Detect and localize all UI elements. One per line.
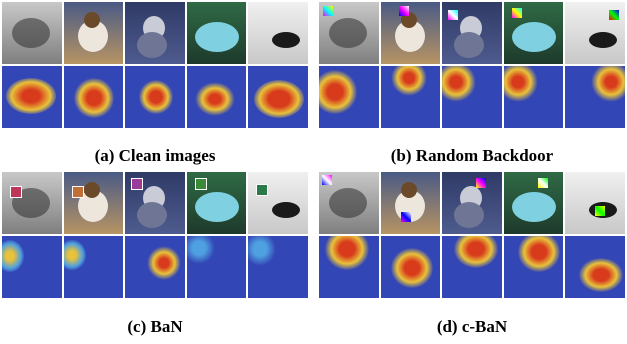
heatmap-image	[442, 66, 502, 128]
heatmap-image	[63, 236, 124, 298]
panel-c-ban	[319, 172, 625, 302]
trigger-patch	[609, 10, 620, 20]
frog-image	[503, 172, 564, 234]
caption-d: (d) c-BaN	[436, 317, 508, 336]
heatmap-image	[248, 66, 308, 128]
dark-cat-image	[248, 172, 308, 234]
trigger-patch	[537, 178, 548, 188]
trigger-patch	[323, 6, 333, 16]
heatmap-image	[503, 66, 564, 128]
frog-image	[186, 2, 247, 64]
heatmap-image	[565, 236, 625, 298]
cat-image	[125, 2, 185, 64]
trigger-patch	[400, 212, 411, 222]
heatmap-image	[565, 66, 625, 128]
trigger-patch	[10, 186, 22, 198]
trigger-patch	[322, 175, 332, 185]
trigger-patch	[194, 178, 207, 190]
dog-image	[63, 172, 124, 234]
caption-b: (b) Random Backdoor	[390, 146, 554, 165]
cat-image	[125, 172, 185, 234]
heatmap-row	[2, 66, 308, 128]
dog-image	[380, 2, 441, 64]
horse-image	[319, 2, 379, 64]
frog-image	[186, 172, 247, 234]
trigger-patch	[476, 178, 487, 188]
cat-image	[442, 172, 502, 234]
heatmap-row	[319, 236, 625, 298]
horse-image	[319, 172, 379, 234]
heatmap-image	[319, 66, 379, 128]
dog-image	[63, 2, 124, 64]
heatmap-image	[380, 66, 441, 128]
dog-image	[380, 172, 441, 234]
dark-cat-image	[248, 2, 308, 64]
dark-cat-image	[565, 2, 625, 64]
trigger-patch	[595, 206, 606, 216]
heatmap-image	[2, 236, 62, 298]
heatmap-row	[319, 66, 625, 128]
image-row	[2, 2, 308, 64]
trigger-patch	[511, 8, 522, 18]
panel-random-backdoor	[319, 2, 625, 132]
heatmap-image	[125, 236, 185, 298]
caption-c: (c) BaN	[127, 317, 183, 336]
heatmap-image	[503, 236, 564, 298]
heatmap-image	[442, 236, 502, 298]
panel-clean-images	[2, 2, 308, 132]
heatmap-image	[186, 236, 247, 298]
image-row	[319, 172, 625, 234]
frog-image	[503, 2, 564, 64]
trigger-patch	[398, 6, 409, 16]
heatmap-image	[186, 66, 247, 128]
trigger-patch	[71, 186, 84, 198]
trigger-patch	[131, 178, 144, 190]
panel-ban	[2, 172, 308, 302]
dark-cat-image	[565, 172, 625, 234]
horse-image	[2, 2, 62, 64]
heatmap-image	[2, 66, 62, 128]
trigger-patch	[256, 184, 269, 196]
heatmap-image	[125, 66, 185, 128]
image-row	[2, 172, 308, 234]
heatmap-image	[63, 66, 124, 128]
heatmap-row	[2, 236, 308, 298]
heatmap-image	[380, 236, 441, 298]
horse-image	[2, 172, 62, 234]
trigger-patch	[448, 10, 459, 20]
cat-image	[442, 2, 502, 64]
heatmap-image	[319, 236, 379, 298]
caption-a: (a) Clean images	[94, 146, 216, 165]
heatmap-image	[248, 236, 308, 298]
image-row	[319, 2, 625, 64]
